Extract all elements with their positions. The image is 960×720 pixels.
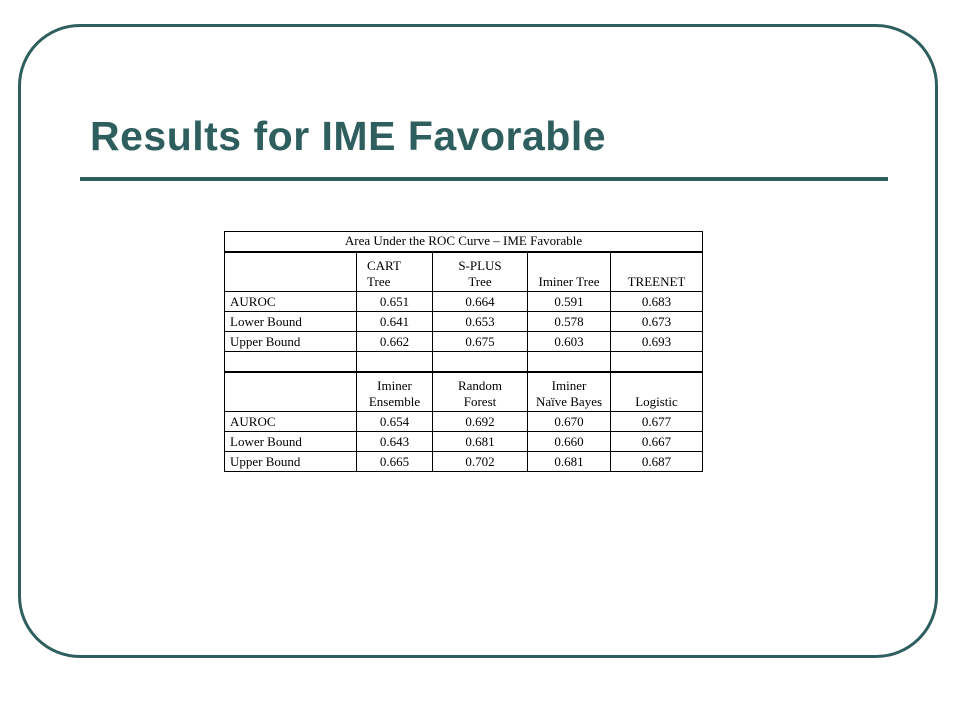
header-line: Iminer [551,378,587,393]
table-header-row: CART Tree S-PLUS Tree Iminer Tree TREENE… [224,251,703,292]
table-cell: 0.692 [432,411,528,432]
row-label: Lower Bound [224,311,357,332]
header-corner-cell [224,370,357,412]
slide-title: Results for IME Favorable [90,113,607,159]
header-line: Naïve Bayes [535,394,603,409]
table-row: AUROC 0.651 0.664 0.591 0.683 [224,291,703,312]
table-cell: 0.693 [610,331,703,352]
header-line: Iminer Tree [538,274,600,289]
table-cell: 0.702 [432,451,528,472]
table-cell: 0.687 [610,451,703,472]
header-cell: TREENET [610,251,703,292]
header-cell: CART Tree [356,251,433,292]
table-cell: 0.653 [432,311,528,332]
header-line: Logistic [635,394,678,409]
table-cell: 0.660 [527,431,611,452]
header-cell: Iminer Naïve Bayes [527,370,611,412]
table-cell [610,351,703,372]
header-line: Forest [463,394,497,409]
table-cell [224,351,357,372]
table-cell: 0.603 [527,331,611,352]
header-cell: Logistic [610,370,703,412]
header-line: TREENET [627,274,686,289]
header-line: CART [367,258,401,273]
table-cell: 0.664 [432,291,528,312]
header-line: Tree [367,274,391,289]
table-cell: 0.641 [356,311,433,332]
table-row: Upper Bound 0.662 0.675 0.603 0.693 [224,331,703,352]
table-cell: 0.681 [432,431,528,452]
header-line: Random [457,378,503,393]
table-cell: 0.591 [527,291,611,312]
table-cell: 0.651 [356,291,433,312]
header-cell: Iminer Tree [527,251,611,292]
table-row: AUROC 0.654 0.692 0.670 0.677 [224,411,703,432]
row-label: Upper Bound [224,451,357,472]
table-cell: 0.665 [356,451,433,472]
table-cell: 0.683 [610,291,703,312]
table-cell [356,351,433,372]
table-header-row: Iminer Ensemble Random Forest Iminer Naï… [224,370,703,412]
table-cell: 0.654 [356,411,433,432]
table-cell: 0.643 [356,431,433,452]
table-caption: Area Under the ROC Curve – IME Favorable [224,231,703,253]
table-cell: 0.677 [610,411,703,432]
table-caption-row: Area Under the ROC Curve – IME Favorable [224,231,703,253]
table-row: Lower Bound 0.643 0.681 0.660 0.667 [224,431,703,452]
header-cell: Random Forest [432,370,528,412]
table-cell: 0.578 [527,311,611,332]
table-cell: 0.670 [527,411,611,432]
title-underline [80,177,888,181]
header-cell: Iminer Ensemble [356,370,433,412]
table-cell: 0.681 [527,451,611,472]
table-row: Upper Bound 0.665 0.702 0.681 0.687 [224,451,703,472]
header-line: Tree [468,274,492,289]
table-cell [527,351,611,372]
row-label: Upper Bound [224,331,357,352]
table-cell: 0.673 [610,311,703,332]
row-label: Lower Bound [224,431,357,452]
header-cell: S-PLUS Tree [432,251,528,292]
table-row: Lower Bound 0.641 0.653 0.578 0.673 [224,311,703,332]
header-line: Iminer [377,378,412,393]
table-spacer-row [224,351,703,372]
header-corner-cell [224,251,357,292]
header-line: Ensemble [368,394,421,409]
table-cell [432,351,528,372]
header-line: S-PLUS [458,258,502,273]
auroc-results-table: Area Under the ROC Curve – IME Favorable… [224,231,703,472]
table-cell: 0.667 [610,431,703,452]
table-cell: 0.675 [432,331,528,352]
table-cell: 0.662 [356,331,433,352]
row-label: AUROC [224,291,357,312]
row-label: AUROC [224,411,357,432]
